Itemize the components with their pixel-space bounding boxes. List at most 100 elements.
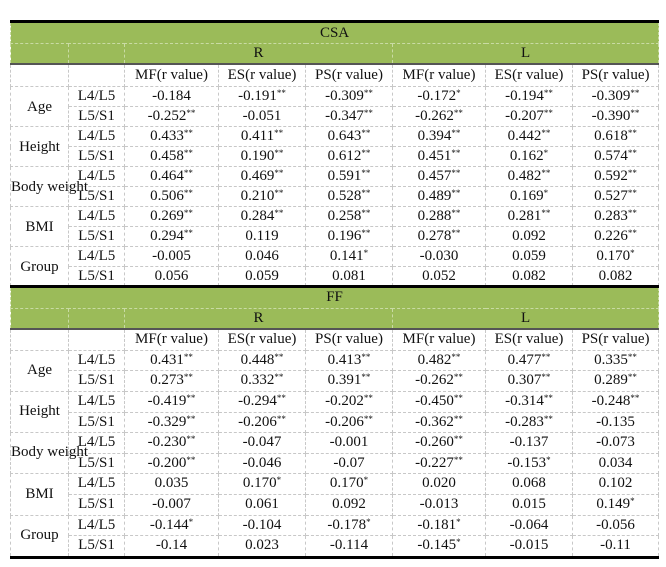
level-label: L4/L5 bbox=[68, 432, 125, 454]
level-label: L4/L5 bbox=[68, 206, 125, 227]
value-cell: -0.262** bbox=[392, 370, 486, 392]
r-value: -0.191 bbox=[238, 88, 277, 104]
empty-cell bbox=[68, 63, 125, 87]
r-value: -0.001 bbox=[329, 434, 369, 451]
value-cell: 0.170* bbox=[218, 473, 306, 495]
significance-marker: * bbox=[366, 516, 371, 527]
r-value: -0.153 bbox=[507, 454, 547, 471]
r-value: 0.015 bbox=[512, 495, 546, 512]
r-value: -0.390 bbox=[591, 108, 631, 124]
r-value: 0.081 bbox=[332, 268, 366, 284]
significance-marker: ** bbox=[453, 434, 463, 445]
value-cell: 0.411** bbox=[218, 126, 306, 147]
value-cell: 0.451** bbox=[392, 146, 486, 167]
r-value: -0.013 bbox=[419, 495, 459, 512]
significance-marker: * bbox=[543, 148, 549, 158]
significance-marker: * bbox=[363, 475, 369, 486]
value-cell: 0.020 bbox=[392, 473, 486, 495]
significance-marker: ** bbox=[363, 108, 373, 118]
significance-marker: ** bbox=[630, 108, 640, 118]
r-value: -0.184 bbox=[152, 88, 191, 104]
table-row: Body weight L4/L5 0.464** 0.469** 0.591** 0.4… bbox=[10, 166, 660, 207]
r-value: -0.073 bbox=[596, 434, 635, 451]
value-cell: -0.137 bbox=[485, 432, 573, 454]
table-row: Height L4/L5 -0.419** -0.294** -0.202** -0.45… bbox=[10, 390, 660, 434]
r-value: 0.283 bbox=[594, 208, 628, 224]
value-cell: 0.574** bbox=[571, 146, 660, 167]
significance-marker: ** bbox=[627, 128, 637, 138]
r-value: -0.260 bbox=[415, 434, 454, 451]
level-label: L4/L5 bbox=[68, 390, 125, 413]
r-value: 0.284 bbox=[240, 208, 275, 224]
value-cell: -0.153* bbox=[485, 452, 573, 475]
r-value: -0.283 bbox=[505, 413, 544, 430]
significance-marker: ** bbox=[451, 168, 461, 178]
value-cell: 0.278** bbox=[392, 226, 486, 247]
value-cell: -0.07 bbox=[305, 452, 393, 475]
value-cell: 0.458** bbox=[124, 146, 219, 167]
table-row: Body weight L4/L5 -0.230** -0.047 -0.001 -0.2… bbox=[10, 432, 660, 475]
value-cell: -0.181* bbox=[392, 514, 486, 537]
group-header-r: R bbox=[124, 307, 393, 331]
value-cell: 0.469** bbox=[218, 166, 306, 187]
variable-label: Height bbox=[10, 126, 69, 167]
value-cell: -0.294** bbox=[218, 390, 306, 413]
value-cell: 0.196** bbox=[305, 226, 393, 247]
significance-marker: ** bbox=[183, 372, 193, 383]
value-cell: 0.102 bbox=[571, 473, 660, 495]
empty-cell bbox=[68, 328, 125, 351]
value-cell: 0.592** bbox=[571, 166, 660, 187]
significance-marker: ** bbox=[361, 168, 371, 178]
r-value: 0.035 bbox=[154, 475, 189, 492]
value-cell: 0.061 bbox=[218, 493, 306, 516]
significance-marker: ** bbox=[183, 128, 193, 138]
variable-label: Age bbox=[10, 349, 69, 392]
significance-marker: ** bbox=[186, 454, 196, 465]
value-cell: -0.073 bbox=[571, 432, 660, 454]
r-value: 0.294 bbox=[150, 228, 184, 244]
r-value: -0.347 bbox=[325, 108, 364, 124]
significance-marker: ** bbox=[183, 228, 193, 238]
value-cell: 0.431** bbox=[124, 349, 219, 372]
level-label: L5/S1 bbox=[68, 106, 125, 127]
r-value: 0.269 bbox=[150, 208, 184, 224]
r-value: -0.227 bbox=[415, 454, 454, 471]
r-value: -0.309 bbox=[325, 88, 364, 104]
value-cell: 0.035 bbox=[124, 473, 219, 495]
r-value: 0.092 bbox=[512, 228, 546, 244]
r-value: 0.059 bbox=[512, 248, 546, 264]
value-cell: 0.294** bbox=[124, 226, 219, 247]
significance-marker: * bbox=[188, 516, 194, 527]
value-cell: -0.283** bbox=[485, 411, 573, 434]
value-cell: 0.482** bbox=[485, 166, 573, 187]
r-value: 0.023 bbox=[245, 537, 279, 554]
r-value: 0.307 bbox=[507, 372, 542, 389]
level-label: L5/S1 bbox=[68, 535, 125, 558]
level-label: L4/L5 bbox=[68, 86, 125, 107]
level-label: L5/S1 bbox=[68, 226, 125, 247]
value-cell: -0.206** bbox=[218, 411, 306, 434]
significance-marker: ** bbox=[541, 168, 551, 178]
value-cell: 0.226** bbox=[571, 226, 660, 247]
value-cell: -0.362** bbox=[392, 411, 486, 434]
value-cell: 0.281** bbox=[485, 206, 573, 227]
group-header-l: L bbox=[391, 307, 660, 331]
significance-marker: ** bbox=[541, 351, 551, 362]
value-cell: 0.442** bbox=[485, 126, 573, 147]
value-cell: 0.273** bbox=[124, 370, 219, 392]
r-value: 0.162 bbox=[509, 148, 544, 164]
r-value: 0.489 bbox=[417, 188, 452, 204]
significance-marker: ** bbox=[363, 392, 373, 403]
r-value: 0.469 bbox=[240, 168, 275, 184]
significance-marker: ** bbox=[361, 372, 371, 383]
significance-marker: ** bbox=[543, 392, 553, 403]
significance-marker: ** bbox=[627, 148, 637, 158]
value-cell: 0.643** bbox=[305, 126, 393, 147]
significance-marker: ** bbox=[274, 148, 284, 158]
value-cell: -0.030 bbox=[392, 246, 486, 267]
r-value: 0.506 bbox=[150, 188, 184, 204]
column-header: MF(r value) bbox=[392, 328, 486, 351]
significance-marker: ** bbox=[186, 413, 196, 424]
column-header: MF(r value) bbox=[392, 63, 486, 87]
r-value: 0.170 bbox=[329, 475, 364, 492]
